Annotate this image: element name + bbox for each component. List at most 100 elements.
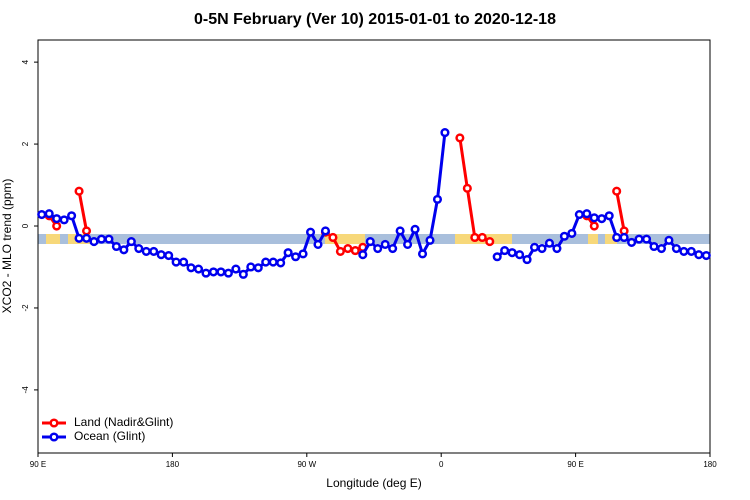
point [544,238,555,248]
x-tick-label: 180 [166,460,180,469]
point [395,226,405,236]
point [679,246,689,256]
point [612,186,622,196]
point [641,234,652,244]
point [328,232,338,243]
x-tick-label: 90 E [567,460,583,469]
point [612,232,622,243]
x-tick-label: 180 [703,460,717,469]
point [89,237,99,247]
legend-label: Land (Nadir&Glint) [74,415,173,429]
point [410,224,420,234]
point [627,237,637,247]
point [81,233,92,243]
y-tick-label: 0 [21,223,30,228]
point [440,128,450,138]
point [686,246,696,256]
x-tick-label: 90 E [30,460,46,469]
point [193,264,204,274]
point [44,209,54,219]
point [253,263,263,273]
land-band [46,234,60,244]
point [373,243,383,254]
point [126,237,136,247]
point [597,214,607,224]
point [52,214,62,224]
point [179,257,189,267]
point [388,243,398,254]
point [507,248,517,258]
y-tick-label: 2 [21,141,30,146]
point [305,227,316,237]
point [283,248,293,258]
series [37,128,711,279]
point [350,246,360,256]
point [343,243,353,254]
legend-marker [49,418,59,428]
land-band [605,234,617,244]
point [574,209,584,220]
point [649,241,659,252]
point [67,211,77,221]
y-tick-label: -4 [21,386,30,394]
x-axis-label: Longitude (deg E) [326,476,421,490]
point [59,215,69,225]
point [425,235,435,245]
point [320,226,331,236]
point [671,243,681,254]
point [201,268,211,278]
point [261,257,271,267]
y-tick-label: 4 [21,59,30,64]
point [365,237,375,247]
legend-marker [49,432,59,442]
point [104,234,114,244]
point [291,252,301,262]
point [358,250,368,260]
point [37,209,47,220]
point [582,209,592,219]
point [470,232,480,243]
point [529,242,540,252]
point [619,232,629,243]
point [567,228,577,238]
point [276,258,286,268]
point [74,233,84,243]
point [522,255,532,265]
point [589,213,599,223]
point [589,221,599,231]
point [559,231,569,241]
legend-label: Ocean (Glint) [74,429,145,443]
point [537,243,547,254]
point [298,249,308,259]
point [604,211,614,221]
point [380,239,390,250]
point [186,263,196,273]
point [515,250,525,260]
point [238,269,248,279]
plot-frame [37,39,711,454]
point [432,194,443,204]
point [156,250,166,260]
y-tick-label: -2 [21,304,30,312]
point [111,241,121,252]
point [694,250,704,260]
point [417,249,428,259]
point [492,252,502,262]
point [462,183,472,193]
chart-title: 0-5N February (Ver 10) 2015-01-01 to 202… [194,11,556,28]
point [268,257,278,267]
point [664,235,674,245]
point [119,245,129,255]
point [141,246,151,256]
point [701,250,711,261]
point [634,234,644,244]
point [74,186,84,196]
point [485,237,495,247]
point [96,234,107,244]
point [477,232,487,243]
land-band [325,234,365,244]
point [149,246,159,256]
point [171,257,181,267]
point [231,264,241,274]
